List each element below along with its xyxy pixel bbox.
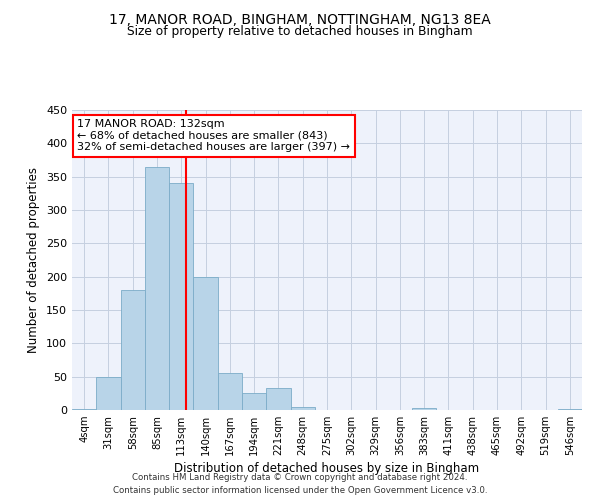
Bar (266, 388, 290, 410)
X-axis label: Distribution of detached houses by size in Bingham: Distribution of detached houses by size … (175, 462, 479, 475)
Bar (218, 374, 242, 410)
Bar (96, 378, 121, 410)
Bar (242, 394, 266, 410)
Bar (145, 166, 169, 410)
Bar (193, 276, 218, 410)
Text: Contains public sector information licensed under the Open Government Licence v3: Contains public sector information licen… (113, 486, 487, 495)
Bar (169, 184, 193, 410)
Text: 17, MANOR ROAD, BINGHAM, NOTTINGHAM, NG13 8EA: 17, MANOR ROAD, BINGHAM, NOTTINGHAM, NG1… (109, 12, 491, 26)
Bar (72, 408, 96, 410)
Bar (412, 408, 436, 410)
Text: Contains HM Land Registry data © Crown copyright and database right 2024.: Contains HM Land Registry data © Crown c… (132, 474, 468, 482)
Text: 17 MANOR ROAD: 132sqm
← 68% of detached houses are smaller (843)
32% of semi-det: 17 MANOR ROAD: 132sqm ← 68% of detached … (77, 119, 350, 152)
Bar (121, 290, 145, 410)
Text: Size of property relative to detached houses in Bingham: Size of property relative to detached ho… (127, 25, 473, 38)
Y-axis label: Number of detached properties: Number of detached properties (28, 167, 40, 353)
Bar (290, 406, 315, 410)
Bar (558, 408, 582, 410)
